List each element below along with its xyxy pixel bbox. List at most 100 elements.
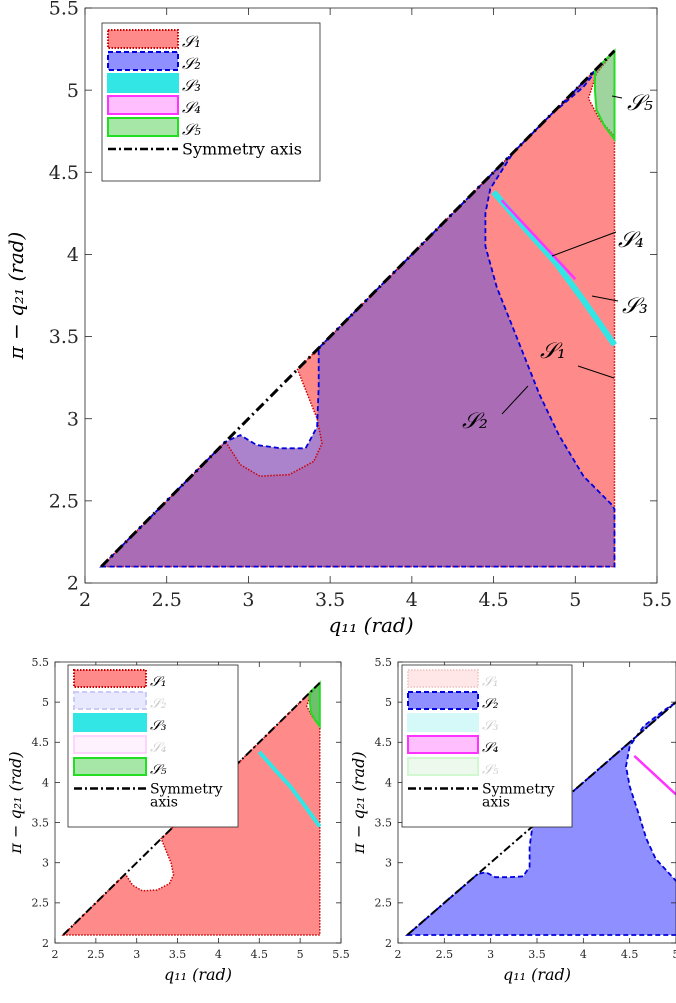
x-axis-label: q₁₁ (rad) — [328, 613, 413, 637]
overlap-region — [101, 63, 615, 567]
x-tick-label: 4.5 — [251, 948, 269, 961]
y-axis-label: π − q₂₁ (rad) — [4, 232, 28, 361]
s3-curve — [257, 750, 322, 828]
legend-swatch-s5 — [107, 117, 179, 137]
legend-swatch-s3 — [73, 713, 147, 732]
y-tick-label: 4.5 — [375, 736, 393, 749]
legend-label-s3: 𝒮₃ — [182, 76, 201, 95]
legend-label-s5: 𝒮₅ — [150, 762, 167, 778]
y-tick-label: 2 — [42, 937, 49, 950]
main-chart: 2 2.5 3 3.5 4 4.5 5 5.5 2 2.5 3 3.5 4 4.5 5 5.5 q₁₁ (rad… — [4, 0, 672, 637]
y-tick-label: 5 — [385, 696, 392, 709]
legend-label-s2: 𝒮₂ — [482, 696, 499, 712]
x-tick-label: 4 — [215, 948, 222, 961]
y-tick-label: 4 — [385, 776, 392, 789]
s1-boundary — [99, 50, 616, 568]
legend-label-axis: axis — [482, 795, 510, 811]
legend-swatch-s5 — [73, 757, 147, 776]
y-axis-label: π − q₂₁ (rad) — [349, 751, 368, 854]
y-tick-label: 4.5 — [49, 162, 79, 184]
s5-region — [593, 48, 616, 143]
x-tick-label: 3 — [487, 948, 494, 961]
legend-label-symmetry: Symmetry — [482, 781, 555, 797]
legend-label-s5: 𝒮₅ — [482, 762, 499, 778]
x-tick-label: 2.5 — [87, 948, 105, 961]
s5-region — [308, 680, 321, 730]
annotation-s3: 𝒮₃ — [622, 294, 648, 319]
y-tick-label: 3.5 — [32, 816, 50, 829]
legend-swatch-s4 — [407, 735, 479, 754]
x-tick-label: 2.5 — [436, 948, 454, 961]
symmetry-axis-line — [100, 49, 616, 568]
x-tick-label: 4 — [406, 589, 418, 611]
x-tick-label: 2 — [395, 948, 402, 961]
legend-swatch-s1 — [407, 669, 479, 688]
y-axis-label: π − q₂₁ (rad) — [6, 751, 25, 854]
legend-label-s3: 𝒮₃ — [482, 718, 499, 734]
x-tick-label: 5.5 — [332, 948, 350, 961]
y-tick-label: 3 — [67, 408, 79, 430]
y-tick-label: 2.5 — [32, 897, 50, 910]
legend-label-axis: axis — [150, 795, 178, 811]
legend-label-symmetry: Symmetry axis — [182, 140, 302, 159]
y-tick-label: 3.5 — [375, 816, 393, 829]
legend-swatch-s4 — [107, 95, 179, 115]
legend-box — [67, 664, 239, 828]
x-tick-label: 5 — [297, 948, 304, 961]
y-tick-label: 2.5 — [375, 897, 393, 910]
legend-label-s5: 𝒮₅ — [182, 120, 201, 139]
legend-label-s3: 𝒮₃ — [150, 718, 167, 734]
s4-curve — [633, 754, 676, 796]
x-tick-label: 4 — [580, 948, 587, 961]
x-tick-label: 3 — [242, 589, 254, 611]
annotation-s1: 𝒮₁ — [540, 339, 566, 364]
axes-frame — [54, 661, 342, 944]
y-tick-label: 5.5 — [32, 656, 50, 669]
legend-label-s4: 𝒮₄ — [150, 740, 167, 756]
x-tick-label: 3.5 — [169, 948, 187, 961]
x-tick-label: 4.5 — [621, 948, 639, 961]
x-axis-label: q₁₁ (rad) — [503, 965, 571, 984]
annotation-s3-leader — [591, 295, 619, 302]
y-tick-label: 4.5 — [32, 736, 50, 749]
legend-label-s1: 𝒮₁ — [482, 674, 498, 690]
y-tick-label: 4 — [67, 244, 79, 266]
legend-swatch-s4 — [73, 735, 147, 754]
legend-swatch-s5 — [407, 757, 479, 776]
x-tick-label: 2.5 — [152, 589, 182, 611]
y-tick-label: 2 — [67, 573, 79, 595]
legend-swatch-s1 — [107, 29, 179, 49]
legend-label-s2: 𝒮₂ — [182, 54, 201, 73]
x-tick-label: 2 — [52, 948, 59, 961]
legend-label-s1: 𝒮₁ — [182, 32, 201, 51]
x-tick-label: 3.5 — [315, 589, 345, 611]
annotation-s2-leader — [501, 385, 529, 415]
legend-label-symmetry: Symmetry — [150, 781, 223, 797]
y-tick-label: 3.5 — [49, 326, 79, 348]
s4-curve — [500, 199, 577, 280]
y-tick-label: 4 — [42, 776, 49, 789]
annotation-s1-leader — [577, 365, 615, 379]
y-tick-label: 2 — [385, 937, 392, 950]
legend-swatch-s2 — [107, 51, 179, 71]
legend-label-s2: 𝒮₂ — [150, 696, 167, 712]
legend-swatch-s2 — [407, 691, 479, 710]
y-tick-label: 3 — [385, 857, 392, 870]
annotation-s5-leader — [611, 95, 623, 99]
y-tick-label: 2.5 — [49, 491, 79, 513]
annotation-s4: 𝒮₄ — [618, 228, 644, 253]
legend-swatch-s2 — [73, 691, 147, 710]
annotation-s2: 𝒮₂ — [462, 409, 488, 434]
legend-swatch-s3 — [407, 713, 479, 732]
x-tick-label: 5 — [569, 589, 581, 611]
s2-region — [407, 702, 676, 935]
x-tick-label: 2 — [79, 589, 91, 611]
legend-label-s1: 𝒮₁ — [150, 674, 166, 690]
y-tick-label: 5.5 — [49, 0, 79, 20]
s3-curve — [491, 190, 617, 347]
x-tick-label: 5.5 — [642, 589, 672, 611]
s2-boundary — [404, 701, 676, 936]
legend-label-s4: 𝒮₄ — [482, 740, 499, 756]
x-tick-label: 4.5 — [478, 589, 508, 611]
